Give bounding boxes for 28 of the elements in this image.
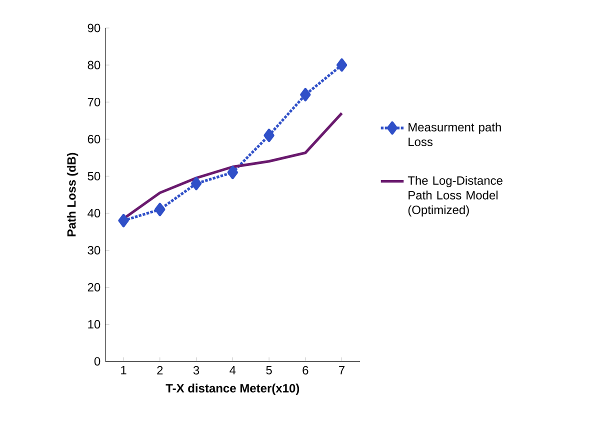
point [227, 166, 238, 180]
y-tick-label: 20 [88, 282, 100, 292]
point [154, 202, 166, 216]
point [336, 58, 348, 72]
y-tick-label: 50 [88, 172, 100, 180]
x-tick-label: 4 [230, 366, 236, 374]
y-tick-label: 60 [88, 134, 100, 144]
x-tick-label: 5 [266, 366, 272, 374]
y-tick-label: 10 [88, 320, 100, 329]
x-tick-label: 1 [121, 366, 126, 374]
y-tick-label: 30 [88, 246, 100, 254]
point [118, 214, 129, 228]
legend-label: Measurment path Loss [408, 122, 501, 146]
y-tick-label: 40 [88, 208, 100, 218]
y-tick-label: 80 [88, 60, 100, 70]
x-tick-label: 6 [302, 366, 308, 375]
y-tick-label: 0 [94, 357, 100, 366]
x-axis-title: T-X distance Meter(x10) [166, 384, 300, 395]
y-axis-title: Path Loss (dB) [66, 152, 78, 236]
point [264, 128, 274, 142]
point [190, 176, 202, 190]
legend-label: The Log-Distance Path Loss Model (Optimized) [408, 176, 502, 217]
y-tick-label: 70 [88, 98, 100, 106]
x-tick-label: 2 [157, 366, 163, 374]
point [300, 88, 311, 102]
y-tick-label: 90 [88, 24, 100, 32]
x-tick-label: 7 [339, 366, 345, 374]
x-tick-label: 3 [193, 366, 200, 375]
